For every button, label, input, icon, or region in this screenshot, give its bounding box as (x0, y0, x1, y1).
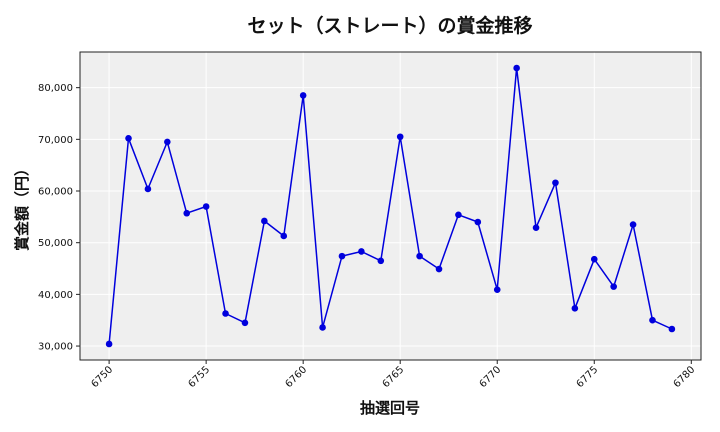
data-point (668, 325, 676, 333)
data-point (493, 286, 501, 294)
data-point (222, 310, 229, 317)
data-point (125, 135, 132, 142)
x-tick-label: 6750 (89, 364, 115, 390)
data-point (319, 324, 326, 331)
y-tick-label: 60,000 (38, 187, 73, 198)
x-tick-label: 6760 (284, 364, 310, 390)
data-point (629, 221, 637, 228)
y-tick-label: 30,000 (38, 342, 73, 353)
data-point (261, 217, 268, 225)
data-point (183, 209, 191, 217)
data-point (338, 252, 346, 260)
y-tick-label: 70,000 (38, 135, 73, 146)
chart-title: セット（ストレート）の賞金推移 (247, 14, 532, 37)
x-tick-label: 6755 (186, 364, 212, 390)
data-point (202, 203, 210, 210)
data-point (164, 138, 171, 146)
data-point (280, 232, 288, 240)
data-point (649, 316, 656, 324)
data-point (396, 133, 404, 141)
y-axis-label: 賞金額（円） (13, 161, 31, 251)
x-axis-label: 抽選回号 (360, 399, 420, 417)
x-tick-label: 6775 (575, 364, 601, 390)
data-point (610, 283, 617, 290)
data-point (532, 224, 540, 232)
y-tick-label: 50,000 (38, 238, 73, 249)
data-point (144, 185, 152, 193)
y-tick-label: 80,000 (38, 83, 73, 94)
data-point (299, 92, 307, 99)
plot-area: 30,000 40,000 50,000 60,000 70,000 80,000 6750… (38, 51, 702, 390)
data-point (455, 211, 462, 219)
plot-background (80, 52, 701, 360)
x-tick-label: 6765 (381, 364, 407, 390)
y-tick-label: 40,000 (38, 290, 73, 301)
data-point (590, 255, 598, 263)
series-line (108, 67, 673, 345)
x-tick-label: 6780 (672, 364, 698, 390)
data-point (552, 179, 559, 187)
data-point (377, 257, 385, 265)
data-point (571, 305, 579, 312)
plot-frame (79, 51, 702, 361)
x-tick-label: 6770 (478, 364, 504, 390)
data-point (105, 340, 113, 348)
data-point (474, 218, 482, 226)
data-point (416, 252, 423, 260)
data-point (241, 319, 249, 327)
data-point (513, 64, 520, 72)
data-point (435, 265, 443, 273)
data-point (358, 248, 365, 255)
